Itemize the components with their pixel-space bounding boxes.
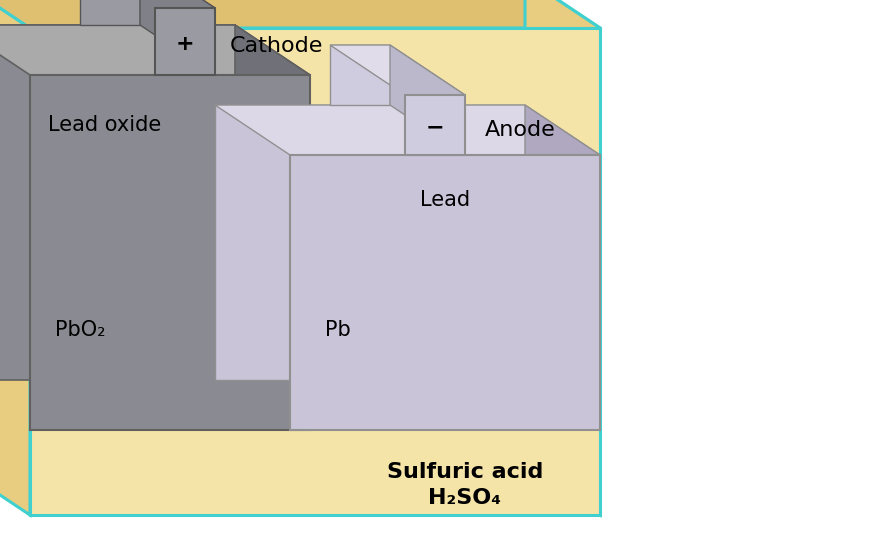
Polygon shape <box>330 45 390 105</box>
Polygon shape <box>0 0 600 28</box>
Text: Lead: Lead <box>420 190 470 210</box>
Text: Anode: Anode <box>485 120 556 140</box>
Text: PbO₂: PbO₂ <box>55 320 106 340</box>
Text: Pb: Pb <box>325 320 351 340</box>
Polygon shape <box>0 25 310 75</box>
Polygon shape <box>80 0 215 8</box>
Polygon shape <box>80 0 140 25</box>
Text: Sulfuric acid: Sulfuric acid <box>387 462 543 482</box>
Polygon shape <box>0 25 235 380</box>
Polygon shape <box>215 105 525 380</box>
Text: Lead oxide: Lead oxide <box>48 115 161 135</box>
Polygon shape <box>30 75 310 430</box>
Polygon shape <box>155 8 215 75</box>
Text: −: − <box>426 117 444 137</box>
Text: Cathode: Cathode <box>230 36 324 57</box>
Polygon shape <box>0 0 30 515</box>
Polygon shape <box>405 95 465 155</box>
Polygon shape <box>0 0 525 465</box>
Polygon shape <box>140 0 215 75</box>
Text: H₂SO₄: H₂SO₄ <box>429 488 501 508</box>
Polygon shape <box>30 28 600 515</box>
Polygon shape <box>525 105 600 430</box>
Text: +: + <box>176 34 194 53</box>
Polygon shape <box>390 45 465 155</box>
Polygon shape <box>525 0 600 515</box>
Polygon shape <box>330 45 465 95</box>
Polygon shape <box>290 155 600 430</box>
Polygon shape <box>235 25 310 430</box>
Polygon shape <box>215 105 600 155</box>
